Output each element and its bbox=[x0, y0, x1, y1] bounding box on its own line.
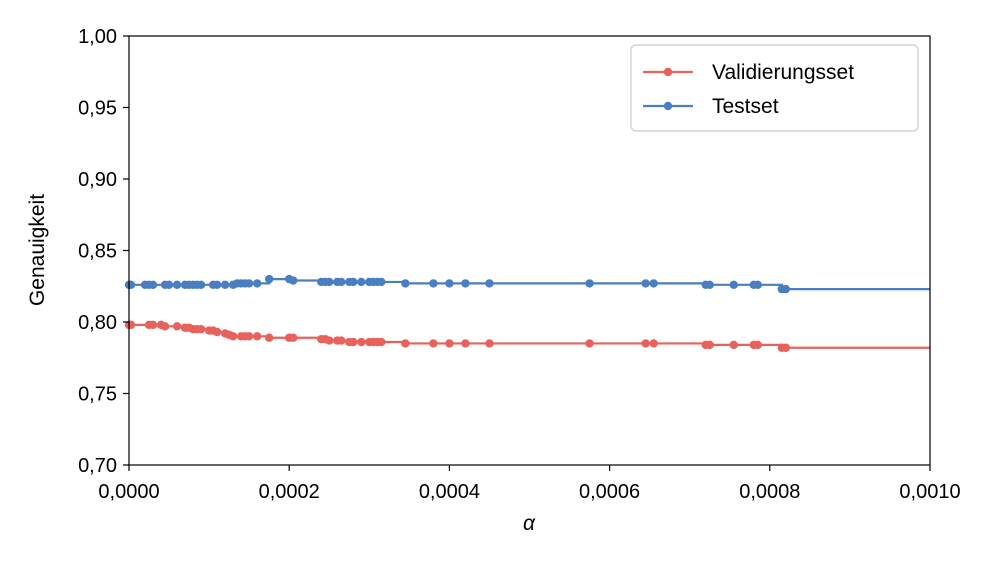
data-point-validierungsset bbox=[172, 322, 182, 331]
data-point-testset bbox=[196, 280, 206, 290]
x-tick-label: 0,0004 bbox=[419, 481, 480, 503]
data-point-validierungsset bbox=[228, 332, 238, 341]
data-point-validierungsset bbox=[357, 337, 366, 347]
data-point-testset bbox=[649, 279, 658, 288]
data-point-testset bbox=[461, 279, 470, 288]
data-point-validierungsset bbox=[325, 336, 334, 345]
data-point-validierungsset bbox=[429, 339, 438, 348]
data-point-validierungsset bbox=[349, 337, 358, 347]
y-tick-label: 0,75 bbox=[78, 384, 117, 406]
data-point-validierungsset bbox=[148, 320, 158, 330]
y-tick-label: 0,95 bbox=[78, 98, 117, 120]
data-point-testset bbox=[585, 279, 594, 288]
x-tick-label: 0,0010 bbox=[899, 481, 960, 503]
legend-marker-testset bbox=[663, 101, 673, 111]
data-point-validierungsset bbox=[252, 332, 262, 341]
data-point-testset bbox=[781, 284, 791, 294]
data-point-validierungsset bbox=[337, 336, 346, 345]
legend: Validierungsset Testset bbox=[630, 44, 919, 132]
data-point-testset bbox=[429, 279, 438, 288]
data-point-validierungsset bbox=[485, 339, 494, 348]
y-tick-label: 1,00 bbox=[78, 26, 117, 48]
data-point-validierungsset bbox=[212, 327, 222, 337]
data-point-validierungsset bbox=[753, 340, 762, 350]
data-point-validierungsset bbox=[781, 343, 791, 352]
data-point-testset bbox=[126, 280, 136, 290]
data-point-validierungsset bbox=[160, 322, 170, 331]
x-axis-label: α bbox=[523, 512, 536, 535]
data-point-validierungsset bbox=[705, 340, 714, 350]
data-point-testset bbox=[148, 280, 158, 290]
data-point-validierungsset bbox=[461, 339, 470, 348]
data-point-testset bbox=[244, 279, 254, 288]
x-axis: 0,0000 0,0002 0,0004 0,0006 0,0008 0,0010 bbox=[98, 465, 961, 503]
data-point-testset bbox=[172, 280, 182, 290]
data-point-validierungsset bbox=[641, 339, 650, 348]
data-point-testset bbox=[349, 277, 358, 287]
data-point-testset bbox=[641, 279, 650, 288]
data-point-testset bbox=[264, 274, 274, 284]
data-point-testset bbox=[212, 280, 222, 290]
data-point-testset bbox=[445, 279, 454, 288]
y-tick-label: 0,70 bbox=[78, 455, 117, 477]
data-point-testset bbox=[164, 280, 174, 290]
data-point-testset bbox=[337, 277, 346, 287]
y-axis-label: Genauigkeit bbox=[26, 194, 49, 306]
data-point-testset bbox=[357, 277, 366, 287]
x-tick-label: 0,0008 bbox=[739, 481, 800, 503]
data-point-validierungsset bbox=[585, 339, 594, 348]
legend-entry-testset: Testset bbox=[643, 95, 779, 118]
y-tick-label: 0,85 bbox=[78, 241, 117, 263]
data-point-testset bbox=[729, 280, 738, 290]
x-tick-label: 0,0000 bbox=[98, 481, 159, 503]
data-point-testset bbox=[485, 279, 494, 288]
data-point-testset bbox=[220, 280, 230, 290]
legend-label-validierungsset: Validierungsset bbox=[712, 61, 854, 84]
data-point-validierungsset bbox=[264, 333, 274, 342]
data-point-validierungsset bbox=[445, 339, 454, 348]
y-tick-label: 0,90 bbox=[78, 169, 117, 191]
data-point-validierungsset bbox=[401, 339, 410, 348]
data-point-testset bbox=[753, 280, 762, 290]
data-point-testset bbox=[325, 277, 334, 287]
x-tick-label: 0,0002 bbox=[259, 481, 320, 503]
series-layer bbox=[124, 274, 930, 352]
legend-marker-validierungsset bbox=[663, 67, 673, 77]
legend-frame bbox=[630, 44, 919, 132]
data-point-validierungsset bbox=[196, 324, 206, 334]
y-axis: 0,70 0,75 0,80 0,85 0,90 0,95 1,00 bbox=[78, 26, 129, 477]
data-point-validierungsset bbox=[729, 340, 738, 350]
data-point-validierungsset bbox=[244, 332, 254, 341]
data-point-validierungsset bbox=[377, 337, 386, 347]
data-point-testset bbox=[377, 277, 386, 287]
y-tick-label: 0,80 bbox=[78, 312, 117, 334]
data-point-testset bbox=[289, 276, 298, 285]
data-point-validierungsset bbox=[649, 339, 658, 348]
data-point-testset bbox=[252, 279, 262, 288]
legend-label-testset: Testset bbox=[712, 95, 779, 118]
data-point-validierungsset bbox=[289, 333, 298, 342]
legend-entry-validierungsset: Validierungsset bbox=[643, 61, 854, 84]
x-tick-label: 0,0006 bbox=[579, 481, 640, 503]
data-point-testset bbox=[401, 279, 410, 288]
data-point-testset bbox=[705, 280, 714, 290]
